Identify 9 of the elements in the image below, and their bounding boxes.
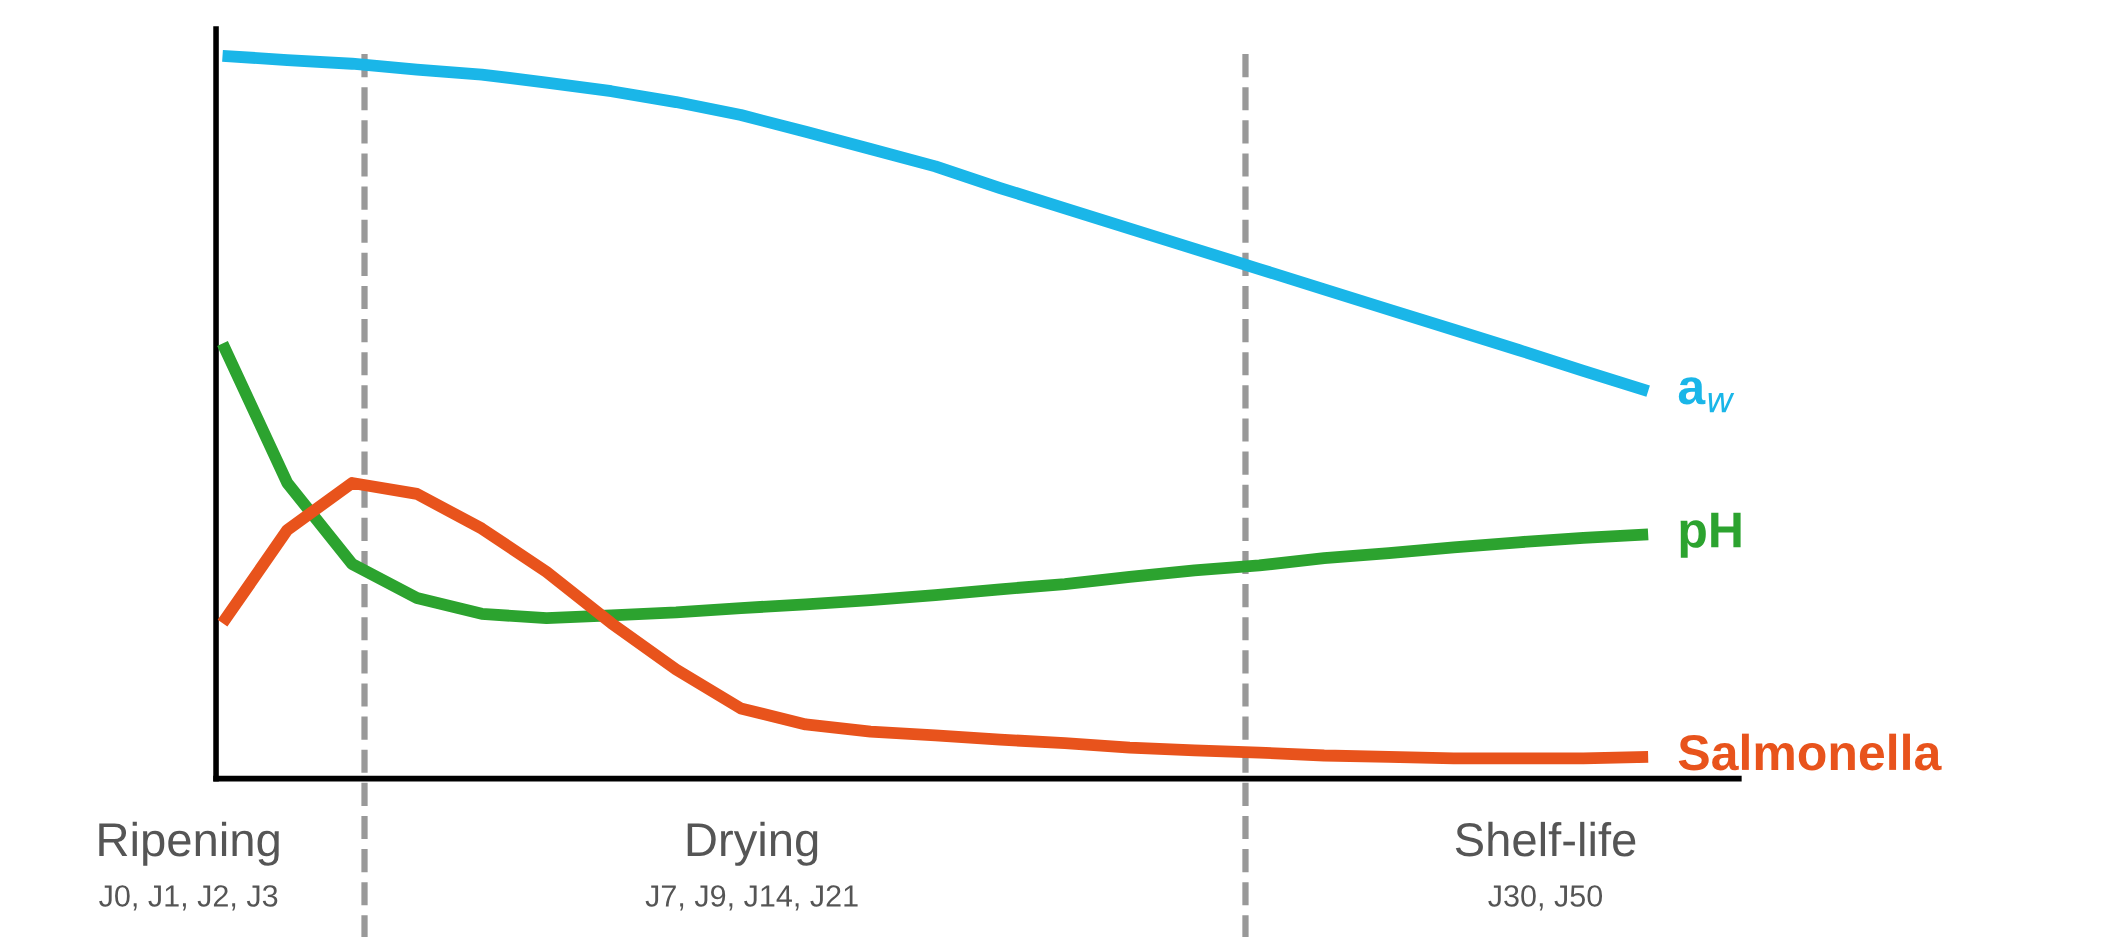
text: J0, J1, J2, J3 [99, 885, 278, 911]
text: Drying [687, 821, 818, 866]
series-label: pH [1680, 512, 1741, 558]
text: J7, J9, J14, J21 [645, 885, 858, 911]
series-label: Salmonella [1678, 733, 1942, 771]
text: Shelf-life [1455, 821, 1636, 857]
series-label: a$_{w}$ [1678, 377, 1735, 413]
text: J30, J50 [1488, 885, 1603, 911]
text: Ripening [99, 821, 279, 866]
